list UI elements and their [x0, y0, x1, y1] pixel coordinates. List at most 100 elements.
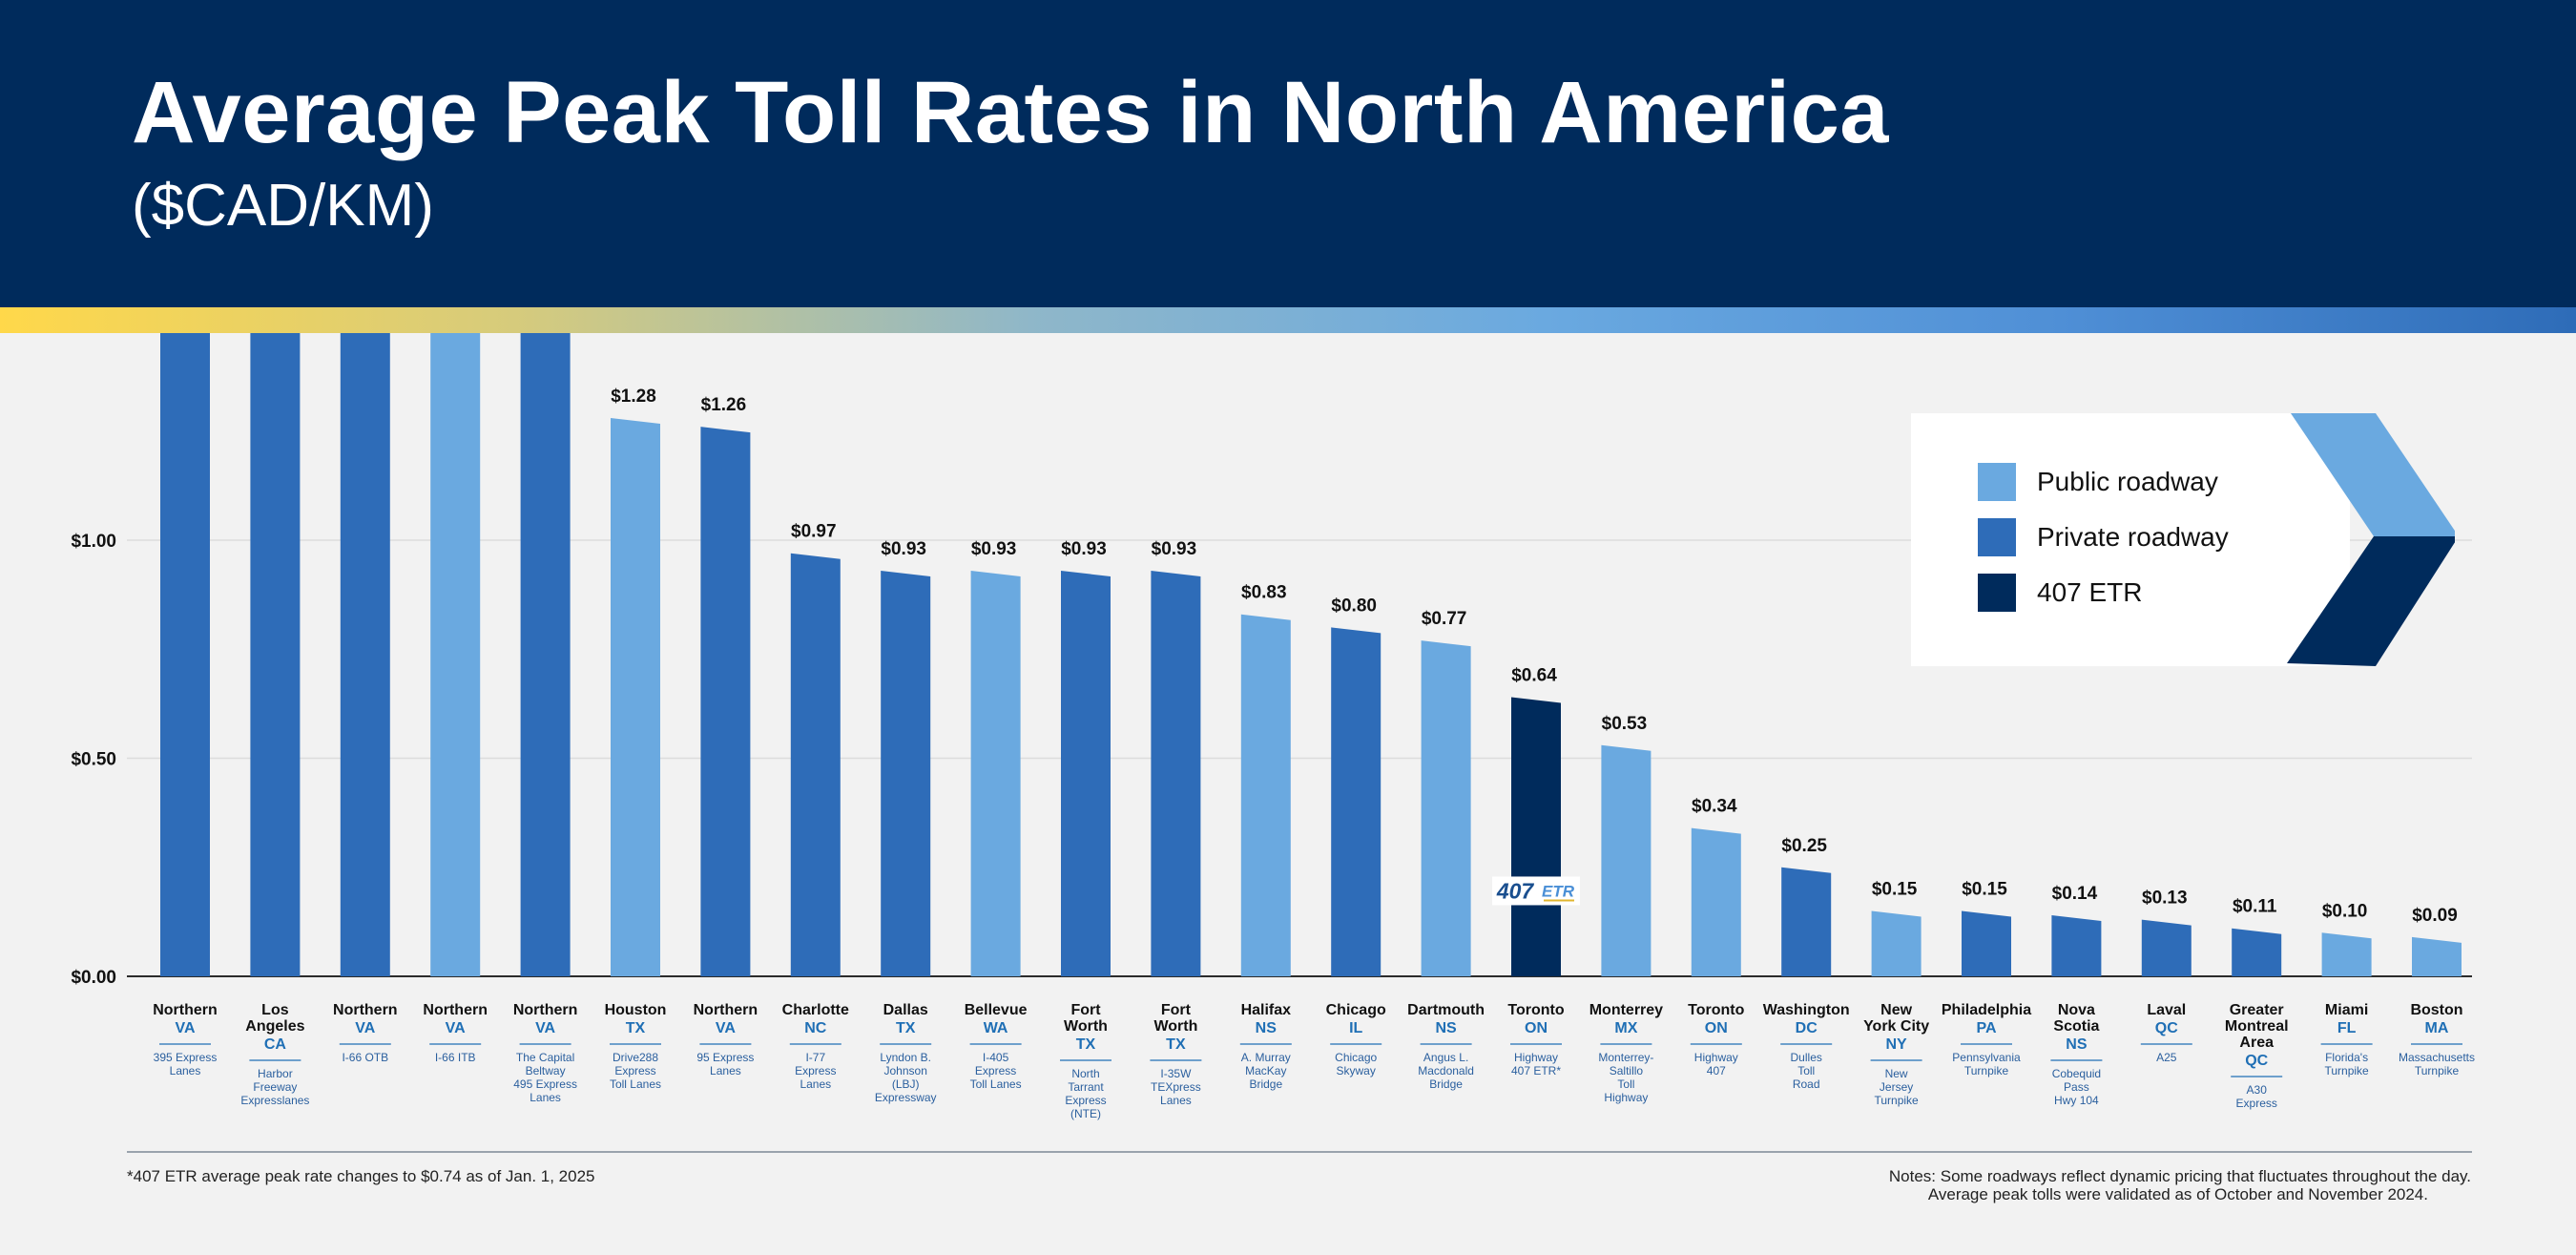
data-label: $0.10	[2322, 901, 2368, 921]
data-label: $1.26	[701, 395, 747, 415]
road-label: Saltillo	[1610, 1064, 1644, 1077]
data-label: $0.15	[1872, 879, 1918, 899]
city-label: Miami	[2325, 1002, 2368, 1018]
legend-swatch-407etr	[1978, 574, 2016, 612]
road-label: Skyway	[1337, 1064, 1376, 1077]
city-label: Greater	[2230, 1002, 2284, 1018]
data-label: $0.11	[2233, 897, 2277, 917]
bar	[1511, 697, 1561, 976]
footnote: *407 ETR average peak rate changes to $0…	[127, 1167, 595, 1185]
chevron-arrow-icon	[2287, 413, 2455, 666]
city-label: York City	[1863, 1018, 1929, 1035]
road-label: Dulles	[1791, 1051, 1822, 1064]
road-label: Toll Lanes	[610, 1077, 661, 1091]
legend-item-private: Private roadway	[1978, 518, 2229, 556]
region-label: WA	[984, 1020, 1008, 1036]
road-label: Highway	[1694, 1051, 1738, 1064]
bar	[881, 570, 931, 976]
bar	[2051, 915, 2102, 976]
legend-label-407etr: 407 ETR	[2037, 577, 2143, 607]
footer-divider	[127, 1151, 2472, 1153]
road-label: TEXpress	[1151, 1080, 1201, 1094]
road-label: Chicago	[1335, 1051, 1377, 1064]
city-label: Laval	[2147, 1002, 2186, 1018]
road-label: Express	[795, 1064, 836, 1077]
data-label: $0.83	[1241, 583, 1287, 603]
road-label: Lanes	[1160, 1094, 1192, 1107]
city-label: Dallas	[883, 1002, 928, 1018]
bar	[1871, 910, 1922, 976]
region-label: MX	[1614, 1020, 1637, 1036]
road-label: (LBJ)	[892, 1077, 920, 1091]
region-label: CA	[264, 1036, 287, 1053]
region-label: ON	[1525, 1020, 1548, 1036]
road-label: Johnson	[884, 1064, 927, 1077]
bar	[2412, 936, 2462, 976]
road-label: Turnpike	[1874, 1094, 1919, 1107]
road-label: Lyndon B.	[880, 1051, 931, 1064]
region-label: TX	[1166, 1036, 1186, 1053]
region-label: VA	[446, 1020, 466, 1036]
legend-label-private: Private roadway	[2037, 522, 2229, 552]
y-tick-label: $1.00	[71, 532, 116, 552]
legend-label-public: Public roadway	[2037, 467, 2218, 496]
city-label: Area	[2239, 1035, 2274, 1051]
bar	[970, 570, 1021, 976]
logo-etr-text: ETR	[1542, 882, 1575, 900]
road-label: Lanes	[710, 1064, 741, 1077]
region-label: TX	[626, 1020, 646, 1036]
road-label: I-66 ITB	[435, 1051, 476, 1064]
road-label: A30	[2247, 1083, 2268, 1097]
region-label: NS	[1256, 1020, 1278, 1036]
region-label: DC	[1796, 1020, 1818, 1036]
city-label: Worth	[1153, 1018, 1197, 1035]
road-label: I-405	[983, 1051, 1009, 1064]
city-label: Chicago	[1326, 1002, 1386, 1018]
legend: Public roadway Private roadway 407 ETR	[1911, 413, 2455, 666]
data-label: $0.14	[2052, 884, 2098, 904]
data-label: $0.93	[881, 539, 926, 559]
road-label: Lanes	[170, 1064, 201, 1077]
city-label: Worth	[1064, 1018, 1108, 1035]
road-label: A25	[2156, 1051, 2177, 1064]
road-label: 407	[1707, 1064, 1726, 1077]
page-subtitle: ($CAD/KM)	[132, 173, 434, 239]
city-label: Fort	[1070, 1002, 1101, 1018]
bar	[1331, 627, 1381, 976]
city-label: Northern	[423, 1002, 488, 1018]
bar	[2321, 932, 2372, 976]
road-label: Beltway	[526, 1064, 566, 1077]
notes-line-1: Notes: Some roadways reflect dynamic pri…	[1888, 1167, 2471, 1185]
bar-chart: $0.00$0.50$1.00$1.50$2.00$2.42NorthernVA…	[71, 333, 2475, 1120]
city-label: Toronto	[1507, 1002, 1564, 1018]
city-label: Monterrey	[1589, 1002, 1663, 1018]
bar	[1962, 910, 2011, 976]
city-label: Washington	[1763, 1002, 1850, 1018]
road-label: (NTE)	[1070, 1107, 1101, 1120]
header-banner: Average Peak Toll Rates in North America…	[0, 0, 2576, 307]
road-label: Angus L.	[1423, 1051, 1468, 1064]
bar	[700, 427, 751, 976]
region-label: MA	[2425, 1020, 2449, 1036]
y-tick-label: $1.50	[71, 333, 116, 334]
city-label: Boston	[2410, 1002, 2462, 1018]
city-label: Scotia	[2053, 1018, 2099, 1035]
region-label: TX	[1076, 1036, 1096, 1053]
city-label: Philadelphia	[1942, 1002, 2031, 1018]
road-label: Bridge	[1429, 1077, 1463, 1091]
road-label: North	[1071, 1067, 1099, 1080]
data-label: $0.93	[971, 539, 1017, 559]
notes: Notes: Some roadways reflect dynamic pri…	[1889, 1167, 2471, 1203]
road-label: Express	[2236, 1097, 2277, 1110]
road-label: Freeway	[253, 1080, 297, 1094]
bar	[1061, 570, 1111, 976]
road-label: I-35W	[1160, 1067, 1192, 1080]
road-label: Drive288	[613, 1051, 658, 1064]
road-label: Highway	[1514, 1051, 1558, 1064]
city-label: Los	[261, 1002, 289, 1018]
bar	[2141, 919, 2192, 976]
bar	[2232, 928, 2282, 976]
data-label: $0.13	[2142, 889, 2188, 909]
region-label: VA	[716, 1020, 736, 1036]
city-label: Dartmouth	[1407, 1002, 1485, 1018]
